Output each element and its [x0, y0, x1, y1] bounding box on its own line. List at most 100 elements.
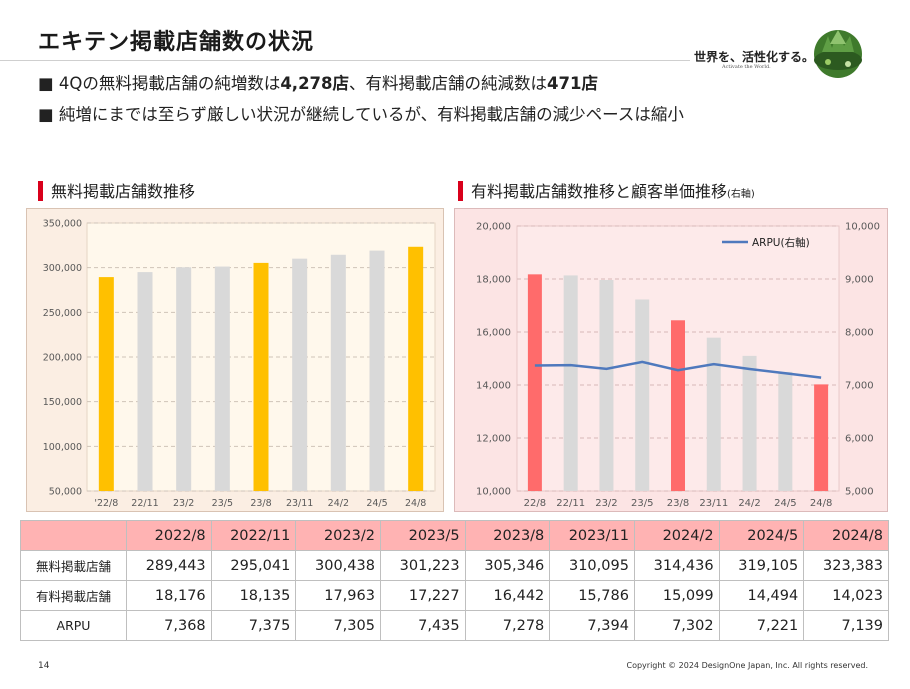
stores-data-table: 2022/8 2022/11 2023/2 2023/5 2023/8 2023/11 20… [20, 520, 889, 641]
table-column-header: 2024/2 [633, 520, 720, 551]
table-column-header: 2024/8 [803, 520, 889, 551]
x-tick-label: 23/5 [212, 498, 233, 509]
table-cell: 17,227 [379, 580, 466, 611]
bar-paid-stores [635, 299, 650, 491]
y-tick-label: 12,000 [476, 434, 511, 445]
heading-accent-bar [38, 180, 43, 201]
y-tick-label: 300,000 [43, 263, 82, 274]
y-tick-label: 200,000 [43, 353, 82, 364]
secondary-y-tick-label: 5,000 [845, 487, 874, 498]
table-cell: 314,436 [633, 550, 720, 581]
bar-free-stores [176, 267, 192, 491]
table-cell: 15,786 [549, 580, 635, 611]
bar-paid-stores [742, 355, 757, 491]
table-cell: 7,221 [718, 610, 805, 641]
y-tick-label: 100,000 [43, 442, 82, 453]
bar-free-stores [214, 266, 230, 491]
paid-chart-heading-note: (右軸) [727, 189, 755, 200]
secondary-y-tick-label: 10,000 [845, 222, 880, 233]
table-cell: 300,438 [295, 550, 381, 581]
x-tick-label: 24/8 [405, 498, 426, 509]
table-cell: 7,394 [549, 610, 635, 641]
table-header-row: 2022/8 2022/11 2023/2 2023/5 2023/8 2023/11 20… [20, 520, 889, 551]
bar-free-stores [98, 277, 114, 491]
x-tick-label: 24/2 [328, 498, 349, 509]
paid-chart-heading-text: 有料掲載店舗数推移と顧客単価推移 [471, 182, 728, 201]
table-row-header: 有料掲載店舗 [20, 580, 127, 611]
y-tick-label: 250,000 [43, 308, 82, 319]
table-column-header: 2023/8 [464, 520, 551, 551]
table-cell: 17,963 [295, 580, 381, 611]
table-row-header: ARPU [20, 610, 127, 641]
free-chart-heading-text: 無料掲載店舗数推移 [51, 182, 196, 201]
page-number: 14 [38, 661, 50, 671]
bar-paid-stores [706, 337, 721, 491]
x-tick-label: 22/11 [131, 498, 158, 509]
y-tick-label: 350,000 [43, 219, 82, 230]
table-column-header: 2023/5 [379, 520, 466, 551]
table-row-header: 無料掲載店舗 [20, 550, 127, 581]
secondary-y-tick-label: 6,000 [845, 434, 874, 445]
legend-label-arpu: ARPU(右軸) [752, 236, 810, 249]
bar-free-stores [330, 254, 346, 491]
y-tick-label: 16,000 [476, 328, 511, 339]
paid-stores-arpu-chart: 10,000 12,000 14,000 16,000 18,000 20,000 5,00… [476, 222, 880, 510]
x-tick-label: 22/8 [524, 498, 546, 509]
bar-paid-stores [599, 279, 614, 491]
x-tick-label: 23/11 [699, 498, 728, 509]
free-stores-chart-panel: 50,000 100,000 150,000 200,000 250,000 300,00… [26, 208, 444, 512]
table-column-header: 2022/8 [126, 520, 212, 551]
table-corner-cell [20, 520, 127, 551]
x-tick-label: 23/11 [286, 498, 313, 509]
bar-paid-stores [778, 371, 793, 491]
free-stores-bar-chart: 50,000 100,000 150,000 200,000 250,000 300,00… [43, 219, 436, 509]
table-cell: 16,442 [464, 580, 551, 611]
x-tick-label: 24/2 [738, 498, 760, 509]
table-row: 無料掲載店舗 289,443 295,041 300,438 301,223 305,34… [20, 550, 889, 581]
secondary-y-tick-label: 7,000 [845, 381, 874, 392]
table-cell: 323,383 [803, 550, 889, 581]
table-cell: 310,095 [549, 550, 635, 581]
table-cell: 18,135 [210, 580, 297, 611]
table-column-header: 2023/2 [295, 520, 381, 551]
secondary-y-tick-label: 9,000 [845, 275, 874, 286]
secondary-y-tick-label: 8,000 [845, 328, 874, 339]
y-tick-label: 50,000 [49, 487, 82, 498]
bullet-1-middle: 、有料掲載店舗の純減数は [349, 74, 548, 93]
table-cell: 18,176 [126, 580, 212, 611]
table-cell: 319,105 [718, 550, 805, 581]
table-row: 有料掲載店舗 18,176 18,135 17,963 17,227 16,442 15,7… [20, 580, 889, 611]
x-tick-label: 23/5 [631, 498, 653, 509]
table-column-header: 2024/5 [718, 520, 805, 551]
copyright-text: Copyright © 2024 DesignOne Japan, Inc. A… [626, 661, 868, 670]
y-tick-label: 10,000 [476, 487, 511, 498]
table-cell: 14,023 [803, 580, 889, 611]
bar-paid-stores [563, 275, 578, 491]
x-tick-label: 22/11 [556, 498, 585, 509]
x-tick-label: 23/8 [250, 498, 271, 509]
summary-bullet-2: ■ 純増にまでは至らず厳しい状況が継続しているが、有料掲載店舗の減少ペースは縮小 [38, 105, 684, 124]
table-cell: 14,494 [718, 580, 805, 611]
title-divider [0, 60, 690, 61]
table-cell: 7,305 [295, 610, 381, 641]
bar-free-stores [369, 250, 385, 491]
bar-free-stores [137, 272, 153, 491]
y-tick-label: 20,000 [476, 222, 511, 233]
bar-free-stores [408, 246, 424, 491]
table-cell: 7,278 [464, 610, 551, 641]
x-tick-label: 23/2 [173, 498, 194, 509]
paid-net-decrease-value: 471店 [547, 74, 598, 93]
table-row: ARPU 7,368 7,375 7,305 7,435 7,278 7,394 7,302 7… [20, 610, 889, 641]
table-column-header: 2023/11 [549, 520, 635, 551]
table-cell: 301,223 [379, 550, 466, 581]
table-cell: 289,443 [126, 550, 212, 581]
x-tick-label: 24/5 [366, 498, 387, 509]
summary-bullet-1: ■ 4Qの無料掲載店舗の純増数は4,278店、有料掲載店舗の純減数は471店 [38, 70, 598, 94]
company-slogan: 世界を、活性化する。 [694, 50, 815, 64]
bar-paid-stores [671, 320, 685, 491]
bar-paid-stores [527, 274, 542, 491]
heading-accent-bar [458, 180, 463, 201]
globe-logo-icon [814, 30, 862, 78]
table-cell: 305,346 [464, 550, 551, 581]
y-tick-label: 14,000 [476, 381, 511, 392]
